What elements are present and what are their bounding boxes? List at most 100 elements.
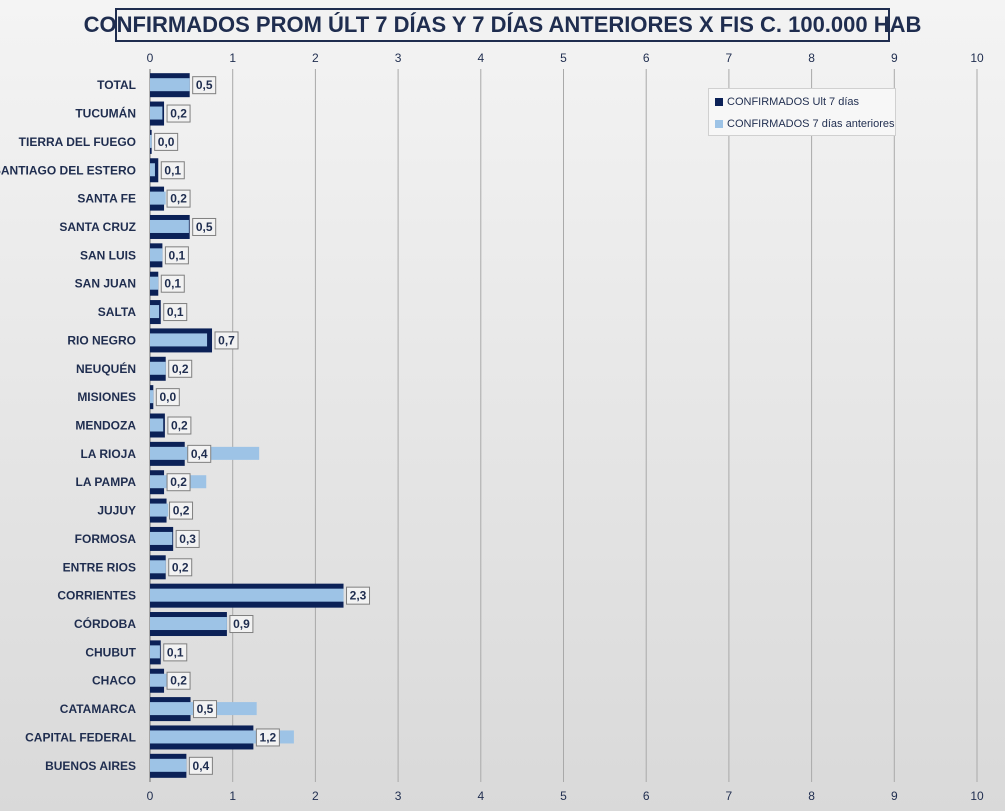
category-label: CÓRDOBA [74, 616, 136, 631]
category-label: CHACO [92, 674, 136, 688]
x-tick-label-top: 10 [970, 51, 984, 65]
data-label-box [163, 643, 188, 662]
data-label: 0,5 [197, 702, 214, 716]
bar-series-2 [150, 276, 159, 290]
data-label-box [154, 132, 179, 151]
category-label: SANTIAGO DEL ESTERO [0, 163, 136, 177]
data-label-box [160, 161, 185, 180]
data-label: 0,1 [167, 645, 184, 659]
labels-layer: TOTAL 0,5 TUCUMÁN 0,2 TIERRA DEL FUEGO 0,0 SAN… [0, 76, 371, 775]
legend-item-series-2: CONFIRMADOS 7 días anteriores [715, 118, 895, 130]
x-tick-label-bottom: 5 [560, 789, 567, 803]
data-label: 0,7 [218, 333, 235, 347]
legend-label-series-2: CONFIRMADOS 7 días anteriores [727, 118, 895, 130]
x-tick-label-bottom: 6 [643, 789, 650, 803]
data-label-box [166, 104, 191, 123]
x-tick-label-top: 0 [147, 51, 154, 65]
data-label: 0,2 [170, 107, 187, 121]
bar-series-2 [150, 503, 169, 517]
bar-series-2 [150, 134, 152, 148]
bar-series-2 [150, 673, 169, 687]
data-label: 0,5 [196, 220, 213, 234]
bar-series-2 [150, 106, 163, 120]
x-tick-label-top: 4 [477, 51, 484, 65]
legend-item-series-1: CONFIRMADOS Ult 7 días [715, 96, 859, 108]
bar-series-2 [150, 531, 173, 545]
x-tick-label-top: 7 [726, 51, 733, 65]
category-label: NEUQUÉN [76, 361, 136, 376]
bar-series-2 [150, 305, 160, 319]
bar-series-2 [150, 390, 154, 404]
category-label: TIERRA DEL FUEGO [19, 135, 136, 149]
category-label: BUENOS AIRES [45, 759, 136, 773]
category-label: TOTAL [97, 78, 136, 92]
x-tick-label-bottom: 8 [808, 789, 815, 803]
category-label: SANTA CRUZ [59, 220, 136, 234]
bar-series-2 [150, 248, 163, 262]
data-label-box [166, 671, 191, 690]
data-label-box [175, 529, 200, 548]
bar-series-2 [150, 333, 208, 347]
x-tick-label-top: 6 [643, 51, 650, 65]
data-label: 0,1 [164, 163, 181, 177]
data-label: 0,2 [172, 362, 189, 376]
data-label-box [188, 756, 213, 775]
data-label-box [168, 558, 193, 577]
data-label: 0,2 [173, 504, 190, 518]
x-tick-label-bottom: 2 [312, 789, 319, 803]
axis-layer: 0 0 1 1 2 2 3 3 4 4 5 5 6 6 7 7 8 8 9 9 10 10 [147, 51, 984, 803]
category-label: TUCUMÁN [75, 106, 136, 121]
data-label-box [192, 76, 217, 95]
data-label-box [155, 388, 180, 407]
x-tick-label-bottom: 1 [229, 789, 236, 803]
data-label: 0,2 [170, 475, 187, 489]
data-label-box [167, 416, 192, 435]
data-label-box [169, 501, 194, 520]
data-label: 0,5 [196, 78, 213, 92]
data-label-box [229, 615, 254, 634]
x-tick-label-top: 3 [395, 51, 402, 65]
category-label: JUJUY [97, 504, 136, 518]
legend-label-series-1: CONFIRMADOS Ult 7 días [727, 96, 860, 108]
data-label: 1,2 [260, 730, 277, 744]
category-label: SALTA [98, 305, 137, 319]
data-label: 0,3 [179, 532, 196, 546]
data-label: 0,2 [170, 192, 187, 206]
bars-layer [150, 73, 344, 778]
category-label: CORRIENTES [57, 589, 136, 603]
bar-series-2 [150, 617, 227, 631]
data-label-box [346, 586, 371, 605]
category-label: CAPITAL FEDERAL [25, 730, 136, 744]
data-label: 0,4 [193, 759, 210, 773]
bar-series-2 [150, 560, 166, 574]
category-label: SANTA FE [77, 192, 136, 206]
bar-series-2 [150, 78, 190, 92]
category-label: RIO NEGRO [67, 333, 136, 347]
category-label: MISIONES [77, 390, 136, 404]
legend-swatch-series-1 [715, 98, 723, 106]
data-label-box [214, 331, 239, 350]
x-tick-label-top: 5 [560, 51, 567, 65]
data-label-box [168, 359, 193, 378]
data-label-box [255, 728, 280, 747]
legend: CONFIRMADOS Ult 7 días CONFIRMADOS 7 día… [708, 88, 896, 136]
data-label-box [187, 444, 212, 463]
data-label: 0,1 [167, 305, 184, 319]
data-label: 0,2 [170, 674, 187, 688]
bar-series-2 [150, 361, 166, 375]
data-label: 0,0 [158, 135, 175, 149]
x-tick-label-bottom: 9 [891, 789, 898, 803]
x-tick-label-top: 1 [229, 51, 236, 65]
category-label: MENDOZA [75, 419, 136, 433]
category-label: LA PAMPA [76, 475, 137, 489]
data-label-box [193, 700, 218, 719]
chart-title: CONFIRMADOS PROM ÚLT 7 DÍAS Y 7 DÍAS ANT… [84, 8, 921, 42]
bar-series-2 [150, 758, 187, 772]
category-label: CATAMARCA [60, 702, 137, 716]
data-label: 0,1 [164, 277, 181, 291]
bar-series-2 [150, 588, 344, 602]
x-tick-label-bottom: 4 [477, 789, 484, 803]
legend-swatch-series-2 [715, 120, 723, 128]
bar-series-2 [150, 418, 164, 432]
